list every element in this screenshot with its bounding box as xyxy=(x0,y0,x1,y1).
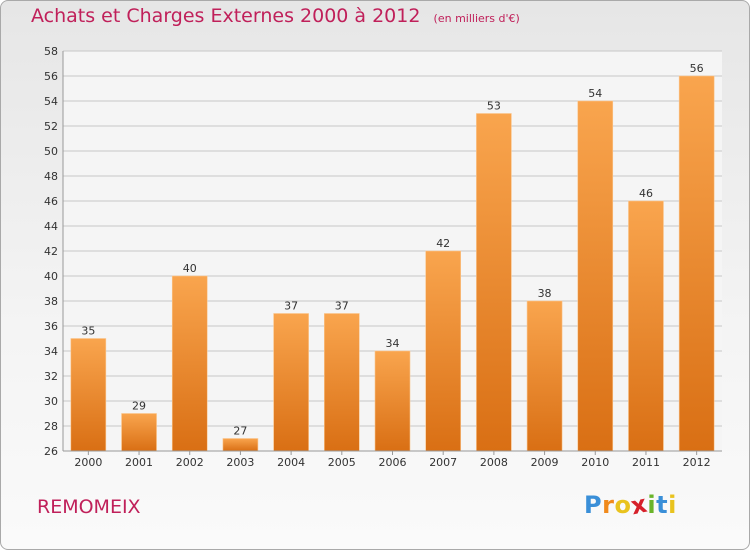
y-tick-label: 54 xyxy=(44,95,58,108)
y-tick-label: 38 xyxy=(44,295,58,308)
y-tick-label: 30 xyxy=(44,395,58,408)
logo-letter: i xyxy=(647,491,657,519)
bar xyxy=(222,438,259,452)
y-tick-label: 26 xyxy=(44,445,58,458)
x-tick-label: 2008 xyxy=(480,456,508,469)
x-tick-label: 2005 xyxy=(328,456,356,469)
axes: 26 28 30 32 34 36 38 40 42 44 46 48 50 52 54 56 58 2000 20… xyxy=(44,45,722,469)
proxiti-logo: Proxiti xyxy=(584,490,677,521)
bar-value-label: 56 xyxy=(690,62,704,75)
place-name: REMOMEIX xyxy=(37,496,141,518)
x-tick-label: 2004 xyxy=(277,456,305,469)
x-tick-label: 2009 xyxy=(531,456,559,469)
x-tick-label: 2011 xyxy=(632,456,660,469)
bar xyxy=(324,313,360,452)
bar xyxy=(171,275,208,452)
bar xyxy=(476,113,512,452)
bar xyxy=(70,338,107,452)
bar xyxy=(121,413,157,452)
y-tick-label: 58 xyxy=(44,45,58,58)
y-tick-label: 48 xyxy=(44,170,58,183)
bar xyxy=(425,250,461,452)
logo-letter: i xyxy=(668,491,677,519)
y-tick-label: 42 xyxy=(44,245,58,258)
bar-value-label: 53 xyxy=(487,100,501,113)
x-tick-label: 2010 xyxy=(581,456,609,469)
bar xyxy=(628,200,664,452)
bar xyxy=(678,75,715,452)
bar-value-label: 42 xyxy=(436,237,450,250)
y-tick-label: 28 xyxy=(44,420,58,433)
x-tick-label: 2012 xyxy=(683,456,711,469)
bar xyxy=(526,300,563,452)
logo-letter: t xyxy=(656,491,669,519)
y-tick-label: 36 xyxy=(44,320,58,333)
bar-value-label: 37 xyxy=(284,300,298,313)
x-tick-label: 2003 xyxy=(226,456,254,469)
x-tick-label: 2002 xyxy=(176,456,204,469)
y-tick-label: 46 xyxy=(44,195,58,208)
bar-value-label: 29 xyxy=(132,400,146,413)
logo-letter: o xyxy=(614,491,632,519)
chart-title-main: Achats et Charges Externes 2000 à 2012 xyxy=(31,5,421,27)
x-tick-label: 2000 xyxy=(74,456,102,469)
y-tick-label: 52 xyxy=(44,120,58,133)
bar-value-label: 37 xyxy=(335,300,349,313)
bar xyxy=(374,350,411,452)
chart-title-unit: (en milliers d'€) xyxy=(433,12,520,25)
bar-value-label: 40 xyxy=(183,262,197,275)
logo-letter: P xyxy=(584,491,603,519)
bar-value-label: 46 xyxy=(639,187,653,200)
y-tick-label: 40 xyxy=(44,270,58,283)
bar-value-label: 27 xyxy=(233,425,247,438)
y-tick-label: 44 xyxy=(44,220,58,233)
bars: 35 29 40 27 37 37 34 42 53 38 54 46 56 xyxy=(70,62,715,452)
chart-title: Achats et Charges Externes 2000 à 2012 (… xyxy=(31,5,520,27)
y-tick-label: 56 xyxy=(44,70,58,83)
y-tick-label: 50 xyxy=(44,145,58,158)
y-tick-label: 32 xyxy=(44,370,58,383)
bar xyxy=(273,313,309,452)
bar xyxy=(577,100,614,452)
logo-letter: r xyxy=(602,491,615,519)
bar-value-label: 54 xyxy=(588,87,602,100)
x-tick-label: 2006 xyxy=(379,456,407,469)
y-tick-label: 34 xyxy=(44,345,58,358)
bar-value-label: 38 xyxy=(538,287,552,300)
bar-value-label: 34 xyxy=(386,337,400,350)
x-tick-label: 2007 xyxy=(429,456,457,469)
bar-value-label: 35 xyxy=(81,325,95,338)
x-tick-label: 2001 xyxy=(125,456,153,469)
